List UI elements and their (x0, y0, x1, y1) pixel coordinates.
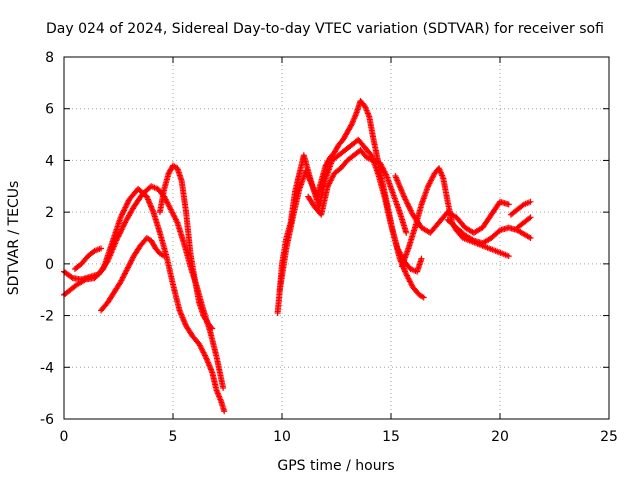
data-point (120, 208, 127, 215)
series-arc-e (156, 162, 216, 332)
data-point (116, 230, 123, 237)
y-tick-label: 4 (45, 153, 54, 169)
data-point (527, 198, 534, 205)
data-point (527, 214, 534, 221)
data-point (418, 255, 425, 262)
data-point (403, 229, 410, 236)
series-arc-f (274, 97, 427, 316)
data-point (402, 196, 409, 203)
data-point (406, 204, 413, 211)
data-point (119, 211, 126, 218)
data-point (161, 253, 168, 260)
x-tick-label: 10 (273, 429, 291, 445)
series-arc-k (444, 216, 534, 247)
y-tick-label: 8 (45, 50, 54, 66)
x-axis-ticks: 0 5 10 15 20 25 (60, 57, 618, 445)
series-arc-c (71, 245, 105, 273)
data-point (208, 324, 215, 331)
y-tick-label: 0 (45, 257, 54, 273)
y-tick-label: -6 (40, 412, 54, 428)
data-point (405, 201, 412, 208)
x-tick-label: 15 (382, 429, 400, 445)
series-arc-l (507, 198, 534, 218)
series-arc-a (61, 185, 228, 415)
y-tick-label: 6 (45, 102, 54, 118)
series-arc-h (305, 147, 410, 236)
x-tick-label: 0 (60, 429, 69, 445)
data-point (404, 200, 411, 207)
chart-title: Day 024 of 2024, Sidereal Day-to-day VTE… (46, 21, 604, 37)
data-point (118, 227, 125, 234)
data-point (114, 234, 121, 241)
data-point (124, 200, 131, 207)
data-point (123, 201, 130, 208)
data-point (119, 210, 126, 217)
data-point (118, 226, 125, 233)
series-arc-m (514, 214, 534, 231)
data-point (118, 212, 125, 219)
series-arc-j (392, 172, 512, 236)
data-point (401, 195, 408, 202)
series-arc-g (276, 136, 425, 293)
data-point (122, 204, 129, 211)
data-point (121, 205, 128, 212)
y-tick-label: 2 (45, 205, 54, 221)
data-point (221, 408, 228, 415)
data-point (348, 122, 355, 129)
data-point (220, 384, 227, 391)
data-point (123, 203, 130, 210)
data-point (120, 222, 127, 229)
data-points (61, 97, 534, 415)
data-point (117, 229, 124, 236)
series-arc-b (61, 183, 227, 391)
data-point (117, 214, 124, 221)
x-tick-label: 5 (169, 429, 178, 445)
data-point (405, 203, 412, 210)
data-point (209, 325, 216, 332)
series-arc-d (98, 235, 168, 314)
x-tick-label: 20 (491, 429, 509, 445)
data-point (505, 201, 512, 208)
y-axis-label: SDTVAR / TECUs (6, 181, 22, 296)
data-point (116, 232, 123, 239)
data-point (403, 197, 410, 204)
data-point (505, 253, 512, 260)
data-point (403, 199, 410, 206)
data-point (407, 207, 414, 214)
grid-lines (64, 57, 609, 419)
data-point (98, 245, 105, 252)
data-point (113, 237, 120, 244)
data-point (113, 236, 120, 243)
plot-border (63, 56, 610, 420)
data-point (125, 198, 132, 205)
data-point (68, 274, 75, 281)
y-tick-label: -2 (40, 309, 54, 325)
data-point (420, 294, 427, 301)
data-point (121, 207, 128, 214)
data-point (401, 193, 408, 200)
data-point (527, 235, 534, 241)
data-point (526, 215, 533, 222)
data-point (408, 208, 415, 215)
data-point (119, 225, 126, 232)
x-tick-label: 25 (600, 429, 618, 445)
data-point (115, 233, 122, 240)
data-point (407, 206, 414, 213)
y-axis-ticks: -6 -4 -2 0 2 4 6 8 (40, 50, 609, 428)
y-tick-label: -4 (40, 360, 54, 376)
x-axis-label: GPS time / hours (277, 458, 394, 474)
data-point (120, 223, 127, 230)
